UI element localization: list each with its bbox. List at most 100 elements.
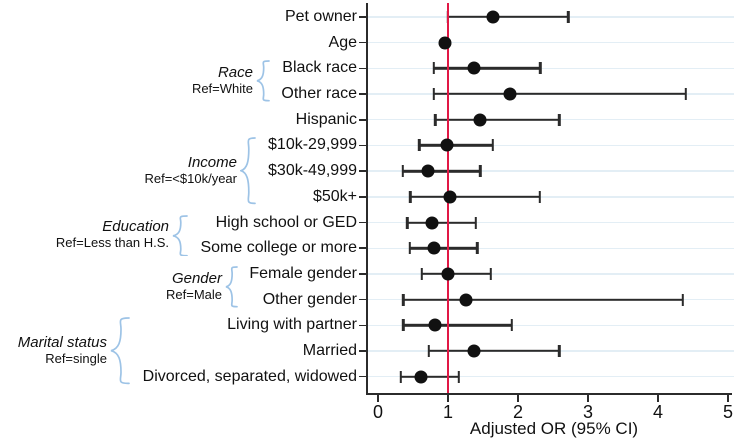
x-axis-tick xyxy=(447,394,449,402)
x-tick-label: 1 xyxy=(442,402,453,422)
point-estimate-marker xyxy=(438,36,452,50)
point-estimate-marker xyxy=(414,370,428,384)
category-label: Living with partner xyxy=(227,316,357,334)
row-gridline xyxy=(367,375,734,378)
y-axis-tick xyxy=(359,144,366,147)
point-estimate-marker xyxy=(440,138,454,152)
ci-cap-low xyxy=(434,113,437,126)
ci-line xyxy=(435,118,560,121)
ci-cap-high xyxy=(510,319,513,332)
x-tick-label: 4 xyxy=(652,402,663,422)
ci-cap-high xyxy=(476,242,479,255)
y-axis-tick xyxy=(359,170,366,172)
point-estimate-marker xyxy=(425,216,439,230)
category-label: $10k-29,999 xyxy=(268,136,357,154)
group-label: Income xyxy=(187,154,237,172)
point-estimate-marker xyxy=(467,61,481,75)
group-label: Race xyxy=(217,64,253,82)
ci-line xyxy=(410,195,540,199)
group-annotation: Education Ref=Less than H.S. xyxy=(56,218,169,251)
y-axis-tick xyxy=(359,273,366,275)
y-axis-tick xyxy=(359,16,366,18)
ci-cap-high xyxy=(558,113,561,126)
ci-line xyxy=(448,15,569,19)
x-tick-label: 3 xyxy=(582,402,593,422)
category-label: Pet owner xyxy=(284,8,357,25)
point-estimate-marker xyxy=(473,113,487,127)
ci-line xyxy=(429,349,560,353)
ci-cap-high xyxy=(478,165,482,178)
ci-line xyxy=(407,221,476,224)
point-estimate-marker xyxy=(441,267,455,281)
y-axis-tick xyxy=(359,247,366,249)
point-estimate-marker xyxy=(421,164,435,178)
point-estimate-marker xyxy=(467,344,481,358)
row-gridline xyxy=(367,247,734,249)
row-gridline xyxy=(367,221,734,224)
ci-cap-low xyxy=(401,293,405,306)
ci-cap-low xyxy=(408,242,411,255)
ci-cap-low xyxy=(401,165,404,178)
ci-line xyxy=(401,375,459,378)
category-label: Other gender xyxy=(262,290,357,308)
row-gridline xyxy=(367,41,734,44)
y-axis-tick xyxy=(359,375,366,378)
group-label: Gender xyxy=(171,269,222,287)
row-gridline xyxy=(367,67,734,70)
group-brace xyxy=(256,60,270,102)
group-annotation: Race Ref=White xyxy=(192,64,253,97)
row-gridline xyxy=(367,196,734,198)
y-axis-tick xyxy=(359,196,366,198)
category-label: High school or GED xyxy=(215,213,357,231)
y-axis-tick xyxy=(359,119,366,121)
y-axis-tick xyxy=(359,93,366,95)
category-label: Black race xyxy=(282,59,357,77)
y-axis-tick xyxy=(359,41,366,44)
y-axis-line xyxy=(366,3,368,393)
x-tick-label: 5 xyxy=(722,402,733,422)
group-annotation: Income Ref=<$10k/year xyxy=(144,154,237,187)
category-label: Married xyxy=(302,341,357,359)
ci-cap-low xyxy=(427,344,431,357)
ci-cap-low xyxy=(432,62,436,75)
row-gridline xyxy=(367,273,734,275)
ci-line xyxy=(402,169,481,173)
ci-line xyxy=(419,144,493,147)
point-estimate-marker xyxy=(459,293,473,307)
row-gridline xyxy=(367,144,734,147)
ci-line xyxy=(434,67,541,70)
group-reference-label: Ref=Male xyxy=(166,286,222,302)
ci-cap-high xyxy=(567,11,570,23)
group-brace xyxy=(172,214,188,257)
category-label: Female gender xyxy=(249,264,357,282)
group-reference-label: Ref=<$10k/year xyxy=(144,171,237,187)
x-tick-label: 0 xyxy=(372,402,383,422)
ci-cap-low xyxy=(420,267,424,280)
ci-cap-low xyxy=(418,139,421,152)
point-estimate-marker xyxy=(486,10,500,24)
group-annotation: Gender Ref=Male xyxy=(166,270,222,303)
ci-line xyxy=(403,298,683,301)
ci-cap-high xyxy=(474,216,478,229)
group-reference-label: Ref=Less than H.S. xyxy=(55,235,169,251)
category-label: $30k-49,999 xyxy=(268,162,357,180)
point-estimate-marker xyxy=(427,241,441,255)
ci-line xyxy=(434,92,686,96)
y-axis-tick xyxy=(359,221,366,224)
row-gridline xyxy=(367,324,734,326)
group-reference-label: Ref=single xyxy=(45,350,107,366)
category-label: Other race xyxy=(281,85,357,103)
x-axis-tick xyxy=(587,394,589,402)
group-brace xyxy=(225,266,238,308)
ci-cap-low xyxy=(408,190,412,203)
ci-cap-high xyxy=(681,293,684,306)
ci-cap-low xyxy=(401,319,405,332)
y-axis-tick xyxy=(359,324,366,327)
category-label: $50k+ xyxy=(312,187,357,205)
x-axis-tick xyxy=(377,394,379,402)
x-axis-line xyxy=(366,393,732,395)
ci-cap-low xyxy=(406,216,409,229)
point-estimate-marker xyxy=(503,87,517,101)
x-tick-label: 2 xyxy=(512,402,523,422)
group-label: Marital status xyxy=(17,333,107,351)
